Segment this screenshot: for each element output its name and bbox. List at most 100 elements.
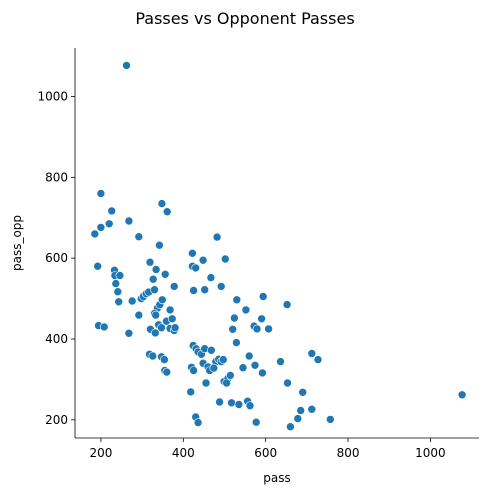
data-point	[160, 355, 169, 364]
data-point	[127, 296, 137, 306]
data-point	[238, 363, 248, 373]
data-point	[206, 273, 216, 282]
data-point	[148, 351, 158, 361]
data-point	[228, 324, 237, 334]
data-point	[251, 417, 261, 427]
data-point	[325, 415, 335, 424]
y-tick-label: 1000	[37, 89, 68, 103]
data-point	[227, 398, 236, 408]
y-axis-ticks: 200 400 600 800 1000	[37, 89, 75, 427]
data-point	[162, 207, 172, 216]
y-tick-label: 200	[45, 413, 68, 427]
data-point	[201, 378, 211, 388]
data-point	[212, 232, 222, 242]
data-point	[245, 401, 255, 411]
data-point	[457, 390, 467, 400]
x-axis-label: pass	[263, 471, 290, 485]
data-point	[207, 345, 216, 355]
data-point	[296, 406, 306, 415]
data-point	[215, 397, 224, 407]
data-point	[158, 295, 167, 305]
data-points	[90, 61, 467, 432]
data-point	[232, 338, 241, 347]
data-point	[209, 363, 219, 373]
data-point	[221, 254, 230, 264]
data-point	[160, 269, 170, 279]
data-point	[165, 305, 175, 315]
data-point	[157, 323, 166, 333]
data-point	[282, 300, 292, 309]
data-point	[232, 295, 242, 305]
x-tick-label: 200	[89, 446, 112, 460]
y-tick-label: 800	[45, 170, 68, 184]
data-point	[307, 404, 317, 414]
data-point	[293, 414, 303, 423]
data-point	[157, 199, 167, 208]
data-point	[134, 310, 144, 320]
data-point	[200, 285, 209, 295]
data-point	[258, 368, 267, 378]
data-point	[96, 189, 106, 198]
data-point	[216, 282, 226, 291]
data-point	[107, 206, 116, 216]
data-point	[145, 257, 155, 267]
data-point	[193, 418, 203, 427]
x-tick-label: 800	[337, 446, 360, 460]
plot-area: 200 400 600 800 1000 200 400 600 800 1000	[37, 48, 479, 460]
data-point	[134, 232, 144, 241]
data-point	[189, 366, 198, 375]
data-point	[257, 314, 266, 324]
data-point	[96, 223, 106, 232]
data-point	[264, 324, 273, 334]
data-point	[151, 265, 161, 274]
data-point	[189, 286, 198, 295]
data-point	[250, 360, 260, 370]
data-point	[151, 328, 160, 338]
chart-title: Passes vs Opponent Passes	[135, 9, 354, 28]
data-point	[252, 324, 262, 334]
x-tick-label: 600	[254, 446, 277, 460]
y-tick-label: 400	[45, 332, 68, 346]
data-point	[104, 219, 114, 229]
data-point	[115, 271, 125, 280]
data-point	[186, 387, 195, 397]
data-point	[298, 387, 308, 397]
x-tick-label: 400	[172, 446, 195, 460]
data-point	[124, 328, 134, 338]
data-point	[167, 314, 177, 324]
data-point	[124, 216, 134, 226]
data-point	[222, 378, 231, 388]
data-point	[122, 61, 131, 70]
data-point	[313, 355, 323, 364]
data-point	[170, 323, 180, 333]
y-tick-label: 600	[45, 251, 68, 265]
data-point	[148, 274, 158, 284]
data-point	[188, 249, 197, 258]
data-point	[90, 229, 100, 239]
data-point	[258, 292, 268, 301]
data-point	[307, 349, 317, 358]
data-point	[234, 400, 244, 409]
data-point	[219, 355, 228, 364]
data-point	[114, 297, 123, 307]
data-point	[99, 322, 109, 332]
data-point	[113, 287, 123, 297]
data-point	[111, 279, 121, 288]
data-point	[150, 285, 159, 295]
data-point	[283, 378, 292, 388]
x-axis-ticks: 200 400 600 800 1000	[89, 438, 446, 460]
data-point	[276, 357, 285, 366]
data-point	[198, 255, 208, 265]
data-point	[230, 313, 239, 323]
data-point	[244, 351, 254, 361]
y-axis-label: pass_opp	[10, 215, 24, 271]
data-point	[226, 371, 235, 380]
x-tick-label: 1000	[415, 446, 446, 460]
data-point	[169, 282, 179, 291]
data-point	[162, 367, 172, 377]
data-point	[93, 261, 102, 271]
data-point	[241, 305, 251, 315]
data-point	[151, 310, 160, 320]
data-point	[155, 240, 164, 250]
